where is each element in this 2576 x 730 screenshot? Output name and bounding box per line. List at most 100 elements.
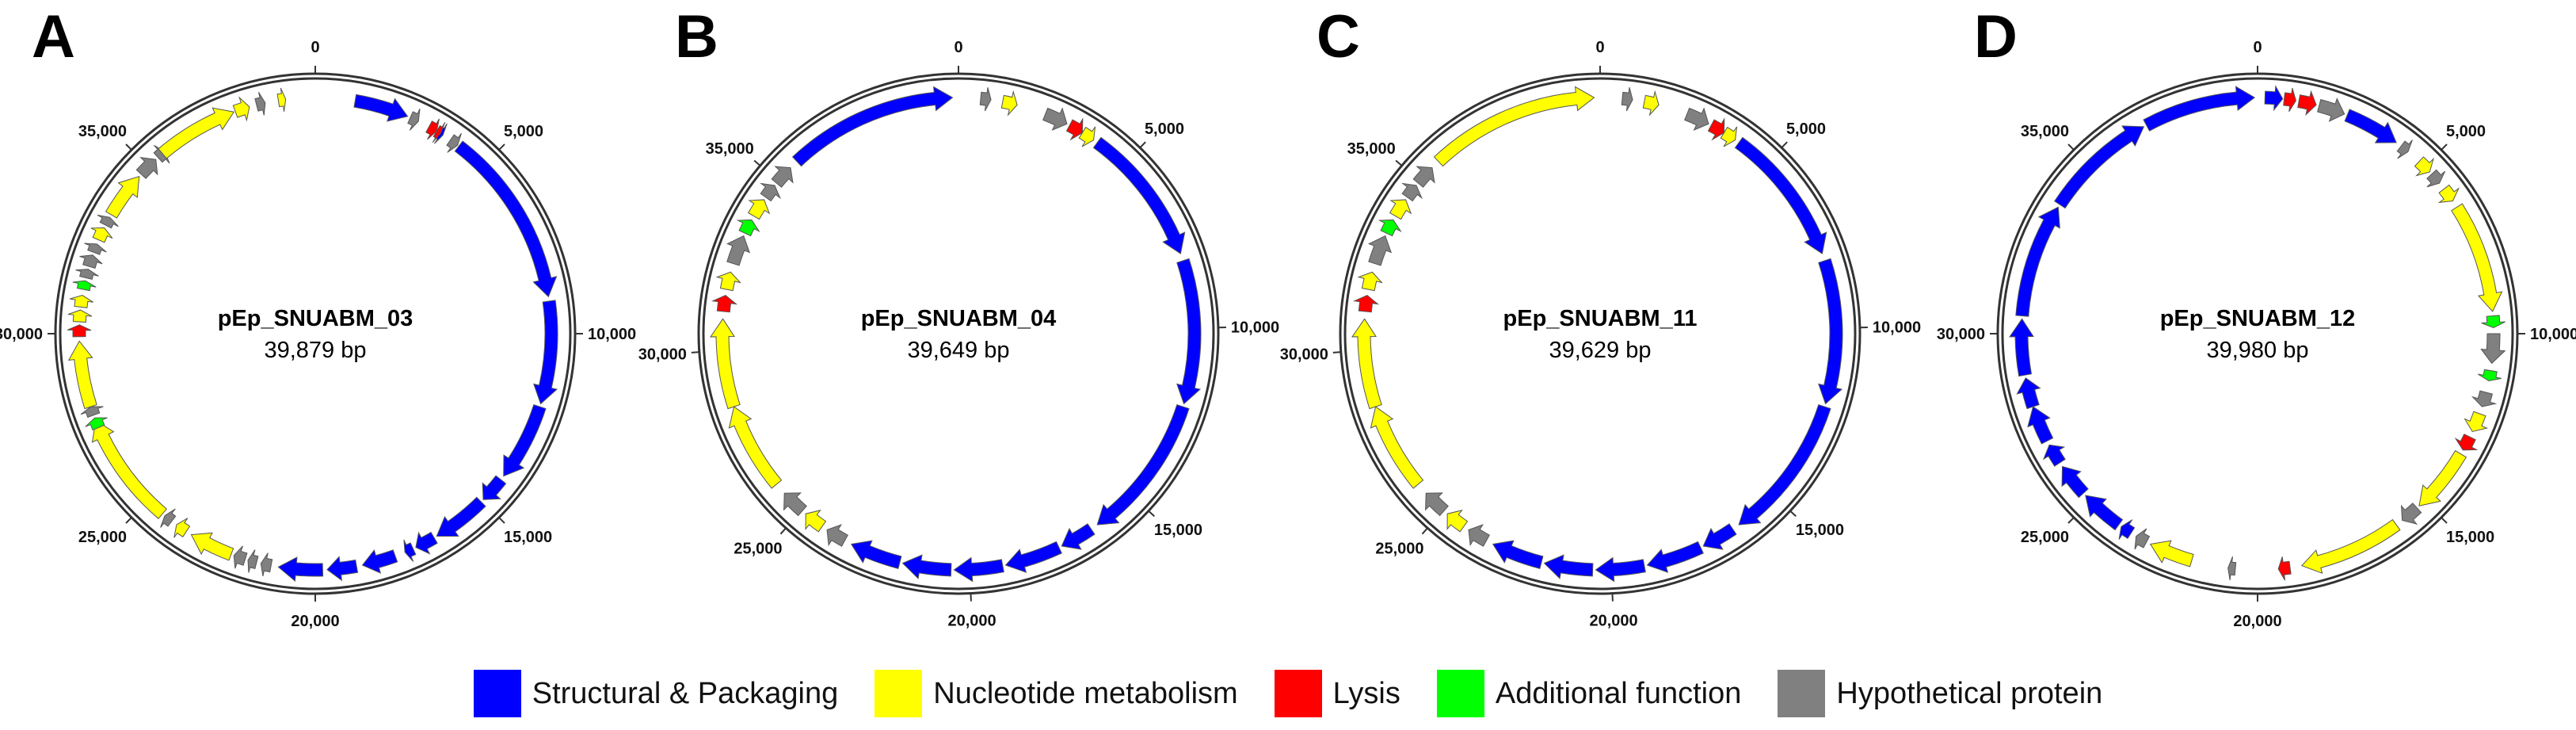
genome-size: 39,649 bp <box>907 338 1009 363</box>
tick-mark <box>753 159 761 166</box>
tick-mark <box>2067 143 2075 151</box>
gene-hypothetical <box>2317 97 2345 122</box>
tick-label: 30,000 <box>638 346 687 364</box>
gene-hypothetical <box>1425 492 1449 517</box>
genome-size: 39,629 bp <box>1549 338 1651 363</box>
gene-structural <box>850 540 902 569</box>
tick-label: 30,000 <box>1937 326 1985 343</box>
gene-additional <box>2478 369 2502 382</box>
tick-mark <box>2441 143 2448 151</box>
gene-nucleotide <box>2437 184 2460 204</box>
gene-nucleotide <box>1370 406 1424 489</box>
gene-hypothetical <box>2471 390 2498 407</box>
gene-hypothetical <box>2396 140 2413 159</box>
tick-label: 15,000 <box>504 529 552 546</box>
gene-hypothetical <box>233 545 248 569</box>
gene-structural <box>1734 136 1827 254</box>
gene-structural <box>1492 540 1544 569</box>
gene-structural <box>1543 554 1594 579</box>
gene-structural <box>454 140 558 298</box>
gene-hypothetical <box>2400 503 2422 525</box>
backbone-inner-circle <box>2001 77 2514 590</box>
tick-label: 20,000 <box>947 613 996 630</box>
tick-label: 15,000 <box>1154 522 1202 539</box>
tick-label: 20,000 <box>2233 613 2281 630</box>
tick-mark <box>691 351 699 354</box>
gene-structural <box>403 539 417 562</box>
gene-lysis <box>1352 294 1380 313</box>
gene-hypothetical <box>79 254 103 269</box>
genome-size: 39,980 bp <box>2206 338 2308 363</box>
gene-structural <box>2042 444 2066 467</box>
tick-label: 15,000 <box>1796 522 1844 539</box>
tick-label: 5,000 <box>1786 120 1826 138</box>
gene-nucleotide <box>2464 411 2489 433</box>
gene-hypothetical <box>247 549 259 573</box>
gene-hypothetical <box>2227 556 2237 581</box>
gene-additional <box>2481 315 2506 329</box>
tick-label: 10,000 <box>1873 319 1921 336</box>
legend-item-hypothetical: Hypothetical protein <box>1778 670 2102 717</box>
gene-additional <box>1378 219 1402 237</box>
gene-nucleotide <box>710 318 741 410</box>
gene-structural <box>791 86 954 167</box>
gene-structural <box>1595 556 1646 583</box>
gene-structural <box>1702 523 1737 550</box>
gene-lysis <box>67 324 92 338</box>
gene-hypothetical <box>260 552 273 577</box>
phage-name: pEp_SNUABM_12 <box>2160 306 2356 331</box>
legend-item-lysis: Lysis <box>1274 670 1400 717</box>
gene-structural <box>2085 495 2124 531</box>
gene-structural <box>2344 109 2397 143</box>
tick-mark <box>1148 510 1155 518</box>
legend-swatch <box>1436 670 1484 717</box>
gene-hypothetical <box>135 157 158 179</box>
legend-label: Nucleotide metabolism <box>933 676 1238 710</box>
phage-name: pEp_SNUABM_04 <box>861 306 1057 331</box>
gene-nucleotide <box>2451 203 2503 312</box>
tick-label: 25,000 <box>1375 541 1423 558</box>
gene-structural <box>901 554 952 579</box>
tick-mark <box>1781 141 1788 149</box>
tick-label: 10,000 <box>588 326 636 343</box>
gene-hypothetical <box>1684 107 1709 131</box>
tick-mark <box>498 517 505 524</box>
gene-nucleotide <box>2300 518 2401 574</box>
legend-label: Lysis <box>1332 676 1400 710</box>
genome-map-figure: A 0 5,000 10,000 15,000 20,000 25,000 30,000 35,… <box>0 3 2576 630</box>
gene-nucleotide <box>2149 540 2194 568</box>
tick-label: 35,000 <box>1347 140 1396 158</box>
gene-structural <box>2015 206 2060 317</box>
gene-nucleotide <box>1446 510 1469 533</box>
backbone-outer-circle <box>54 72 577 595</box>
gene-hypothetical <box>826 524 848 547</box>
tick-label: 25,000 <box>78 529 127 546</box>
tick-label: 5,000 <box>1145 120 1184 138</box>
legend-swatch <box>875 670 923 717</box>
gene-hypothetical <box>760 182 781 202</box>
gene-nucleotide <box>1000 90 1018 117</box>
tick-label: 35,000 <box>2021 123 2069 140</box>
gene-nucleotide <box>2418 449 2467 506</box>
gene-nucleotide <box>805 510 827 533</box>
gene-hypothetical <box>1412 166 1435 188</box>
gene-lysis <box>2283 87 2297 113</box>
gene-structural <box>2009 318 2034 377</box>
gene-nucleotide <box>1433 86 1595 167</box>
gene-hypothetical <box>979 87 992 112</box>
gene-additional <box>736 219 760 237</box>
gene-hypothetical <box>97 214 119 229</box>
gene-structural <box>1176 258 1202 405</box>
gene-nucleotide <box>747 199 771 220</box>
tick-mark <box>1421 527 1428 535</box>
tick-mark <box>1139 141 1146 149</box>
gene-hypothetical <box>726 235 751 266</box>
tick-mark <box>2441 517 2448 524</box>
tick-label: 25,000 <box>2021 529 2069 546</box>
panel-letter: B <box>675 3 718 71</box>
backbone-inner-circle <box>702 77 1215 590</box>
genome-panel-b: B 0 5,000 10,000 15,000 20,000 25,000 30,000 35,… <box>638 3 1279 630</box>
tick-label: 30,000 <box>0 326 43 343</box>
backbone-outer-circle <box>1339 72 1862 595</box>
gene-structural <box>2264 85 2284 112</box>
